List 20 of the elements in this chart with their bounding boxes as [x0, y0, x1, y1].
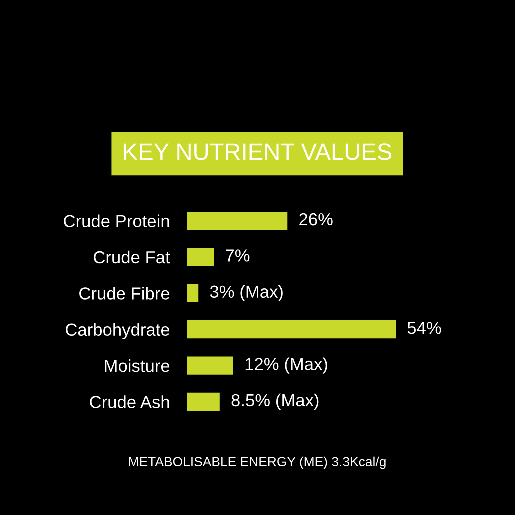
- y-tick-label: Crude Fibre: [80, 287, 170, 300]
- y-tick-label: Crude Protein: [64, 214, 170, 228]
- data-label: 8.5% (Max): [232, 394, 319, 410]
- bar: [187, 320, 396, 339]
- y-tick-label: Moisture: [105, 359, 170, 372]
- y-tick-label: Crude Fat: [94, 250, 170, 264]
- data-label: 26%: [300, 213, 333, 226]
- bar: [187, 284, 199, 302]
- data-label: 54%: [408, 322, 442, 334]
- data-label: 3% (Max): [210, 285, 283, 302]
- chart-title: KEY NUTRIENT VALUES: [124, 144, 392, 160]
- data-label: 7%: [226, 250, 250, 262]
- text: METABOLISABLE ENERGY (ME) 3.3Kcal/g: [129, 456, 386, 470]
- bar: [187, 248, 214, 266]
- y-tick-label: Carbohydrate: [66, 323, 170, 340]
- y-tick-label: Crude Ash: [90, 396, 170, 408]
- bar: [187, 356, 234, 375]
- data-label: 12% (Max): [246, 358, 328, 374]
- bar: [187, 392, 220, 412]
- bar: [187, 212, 288, 230]
